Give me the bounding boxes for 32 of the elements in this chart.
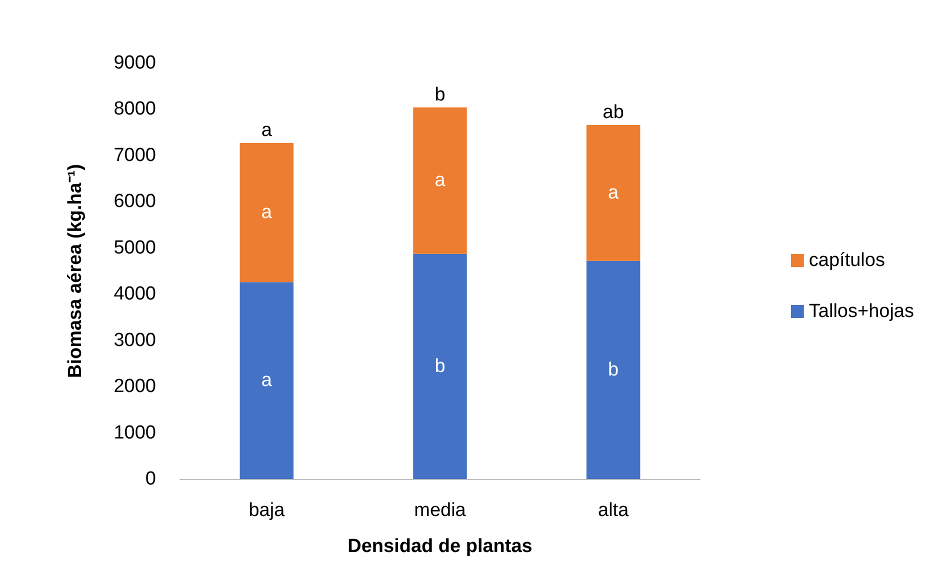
data-label: a: [608, 182, 620, 204]
y-axis-title: Biomasa aérea (kg.ha⁻¹): [65, 164, 86, 378]
y-tick-label: 9000: [114, 52, 156, 74]
bar: [240, 282, 294, 479]
x-tick-label: alta: [598, 500, 630, 521]
bar: [586, 260, 640, 479]
data-label: b: [434, 356, 446, 377]
y-tick-label: 8000: [114, 98, 156, 120]
y-tick-label: 3000: [114, 330, 156, 351]
data-label: a: [261, 370, 272, 392]
x-axis-title: Densidad de plantas: [348, 536, 532, 557]
data-label: b: [608, 359, 619, 380]
annotation: a: [261, 120, 272, 141]
x-tick-label: media: [414, 500, 466, 521]
bar: [240, 142, 294, 282]
y-tick-label: 2000: [114, 376, 156, 398]
y-tick-label: 1000: [114, 422, 156, 444]
bar: [413, 254, 467, 479]
legend-label: capítulos: [808, 250, 885, 271]
annotation: ab: [602, 102, 624, 123]
legend-label: Tallos+hojas: [808, 301, 914, 322]
data-label: a: [261, 202, 272, 224]
annotation: b: [434, 84, 446, 106]
bar: [413, 107, 467, 254]
y-tick-label: 7000: [114, 144, 156, 166]
x-tick-label: baja: [248, 500, 286, 521]
y-tick-label: 5000: [114, 237, 156, 258]
y-tick-label: 6000: [114, 191, 156, 212]
y-tick-label: 0: [145, 468, 156, 490]
y-tick-label: 4000: [114, 284, 156, 305]
data-label: a: [434, 170, 446, 192]
bar: [586, 124, 640, 261]
